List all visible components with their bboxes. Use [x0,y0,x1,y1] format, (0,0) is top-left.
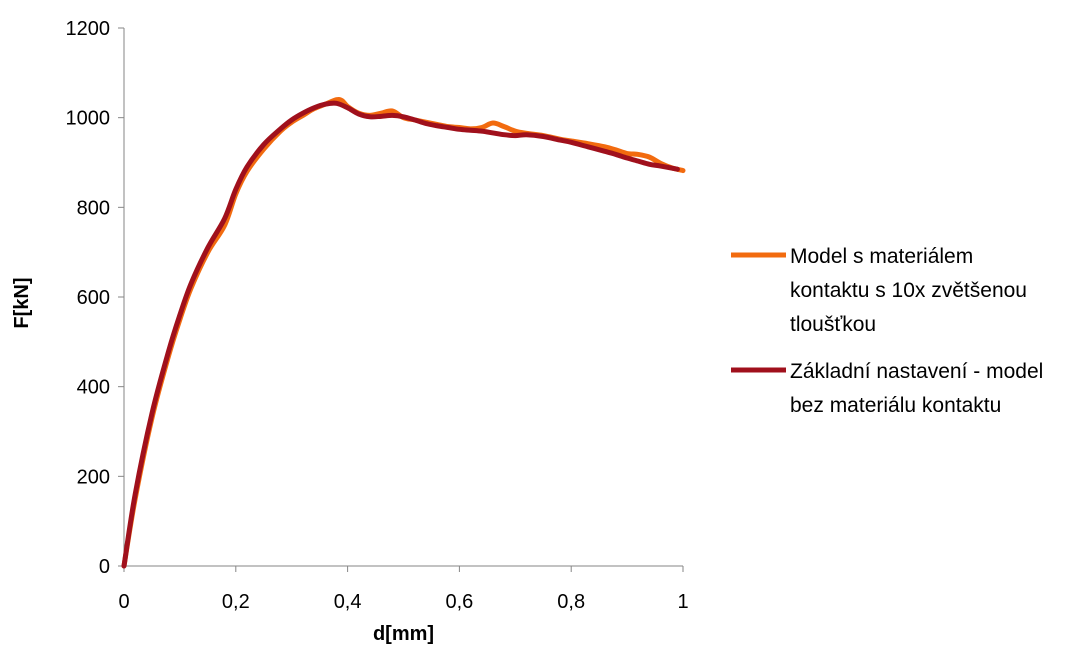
legend-label-1: kontaktu s 10x zvětšenou [790,279,1027,302]
x-tick-label: 1 [677,591,688,613]
x-tick-label: 0,4 [334,591,362,613]
y-tick-label: 800 [77,197,110,219]
y-tick-label: 0 [99,556,110,578]
y-tick-label: 600 [77,287,110,309]
legend-label-1: Model s materiálem [790,245,973,268]
x-tick-label: 0,6 [445,591,473,613]
legend-label-1: tloušťkou [790,313,876,336]
y-tick-label: 200 [77,466,110,488]
y-tick-label: 1000 [66,108,111,130]
legend-label-2: bez materiálu kontaktu [790,394,1001,417]
x-tick-label: 0,2 [222,591,250,613]
x-axis-title: d[mm] [373,623,434,645]
legend: Model s materiálem kontaktu s 10x zvětšen… [731,245,1043,417]
series-line-1 [121,96,686,569]
x-tick-label: 0,8 [557,591,585,613]
y-axis-title: F[kN] [11,277,33,328]
legend-label-2: Základní nastavení - model [790,360,1043,383]
y-tick-label: 400 [77,377,110,399]
y-tick-label: 1200 [66,18,111,40]
series-line-2 [121,100,680,569]
x-tick-label: 0 [118,591,129,613]
plot-area [121,96,686,569]
axes: 0 200 400 600 800 1000 1200 0 0,2 0,4 0,6 0,8 1 [66,18,689,613]
